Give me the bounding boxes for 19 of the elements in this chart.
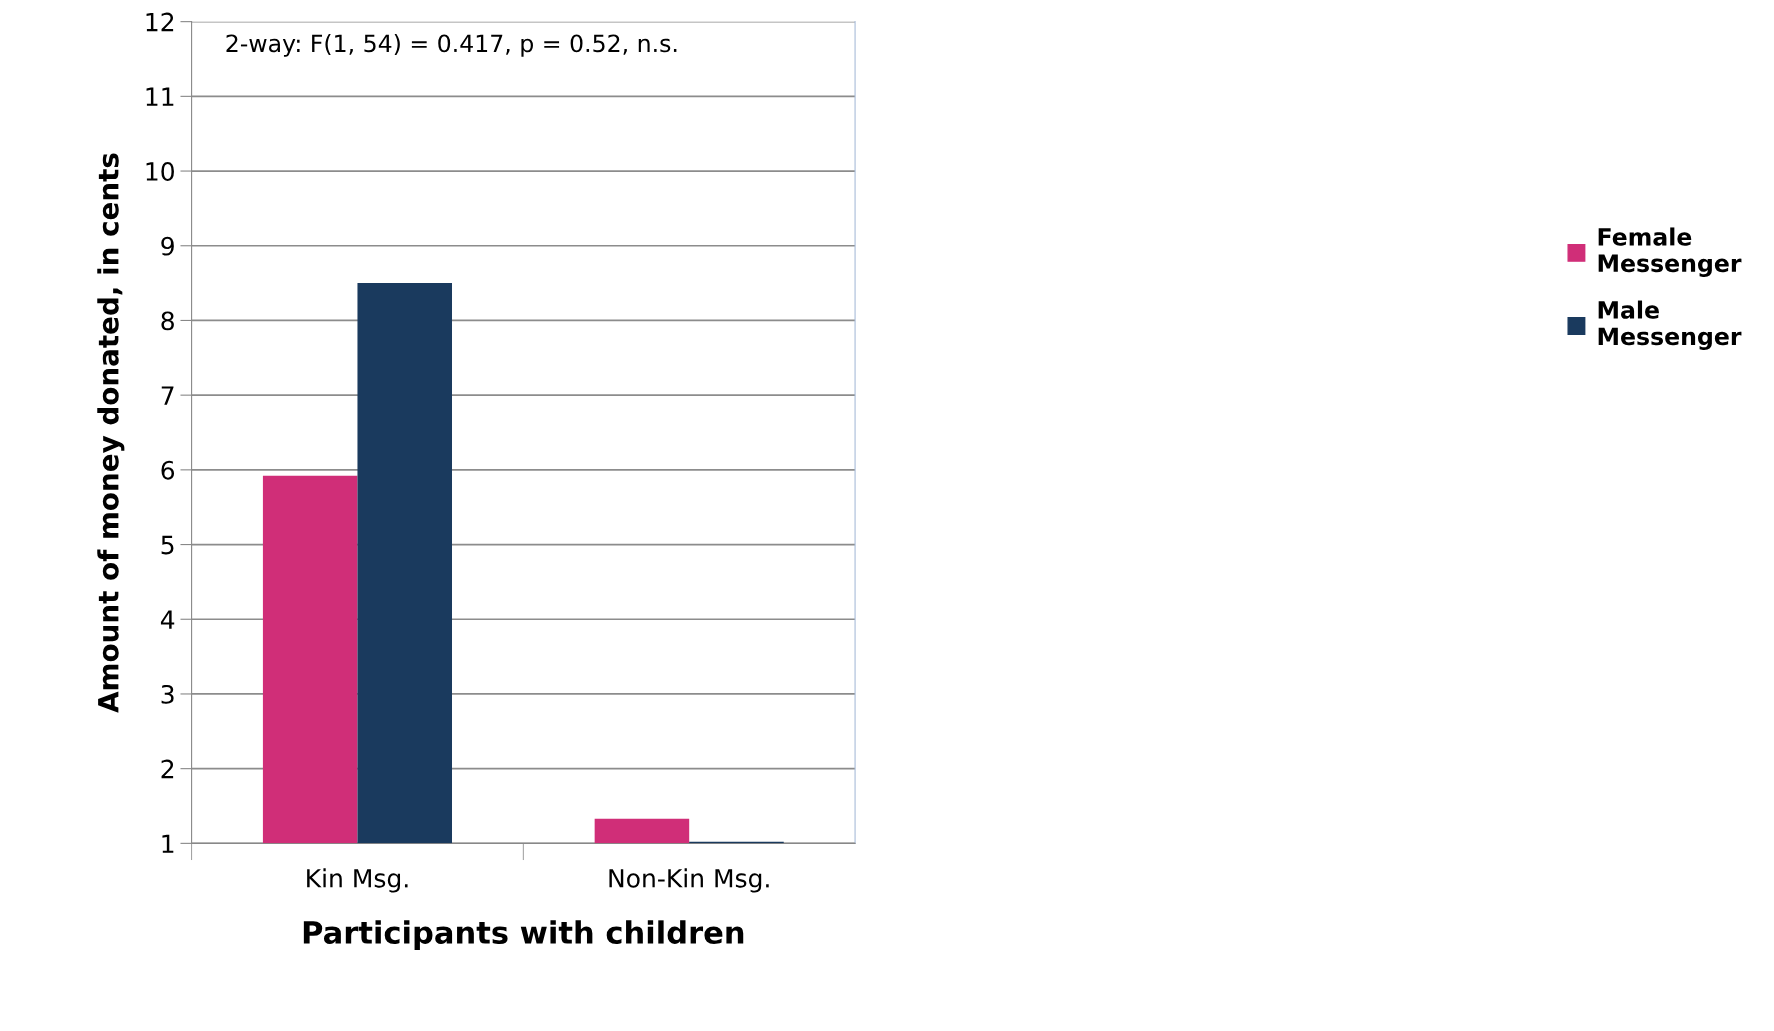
y-tick-label: 12 [146, 12, 174, 32]
y-tick-label: 6 [161, 460, 175, 480]
annotation: 2-way: F(1, 54) = 0.417, p = 0.52, n.s. [226, 34, 677, 57]
x-tick-label: Kin Msg. [307, 868, 408, 893]
y-tick-label: 3 [161, 684, 174, 704]
y-tick-label: 10 [146, 162, 174, 181]
y-tick-label: 9 [161, 236, 174, 256]
legend-label: Female Messenger [1598, 227, 1742, 277]
legend-label: Male Messenger [1598, 300, 1742, 351]
y-tick-label: 1 [162, 834, 174, 853]
y-tick-label: 11 [146, 87, 174, 106]
x-axis-title: Participants with children [303, 920, 744, 950]
y-tick-label: 4 [160, 610, 175, 629]
y-tick-label: 2 [161, 759, 174, 779]
y-tick-label: 8 [161, 311, 174, 331]
y-axis-title: Amount of money donated, in cents [97, 153, 125, 713]
x-tick-label: Non-Kin Msg. [609, 868, 769, 893]
y-tick-label: 5 [161, 535, 174, 555]
y-tick-label: 7 [161, 386, 174, 405]
